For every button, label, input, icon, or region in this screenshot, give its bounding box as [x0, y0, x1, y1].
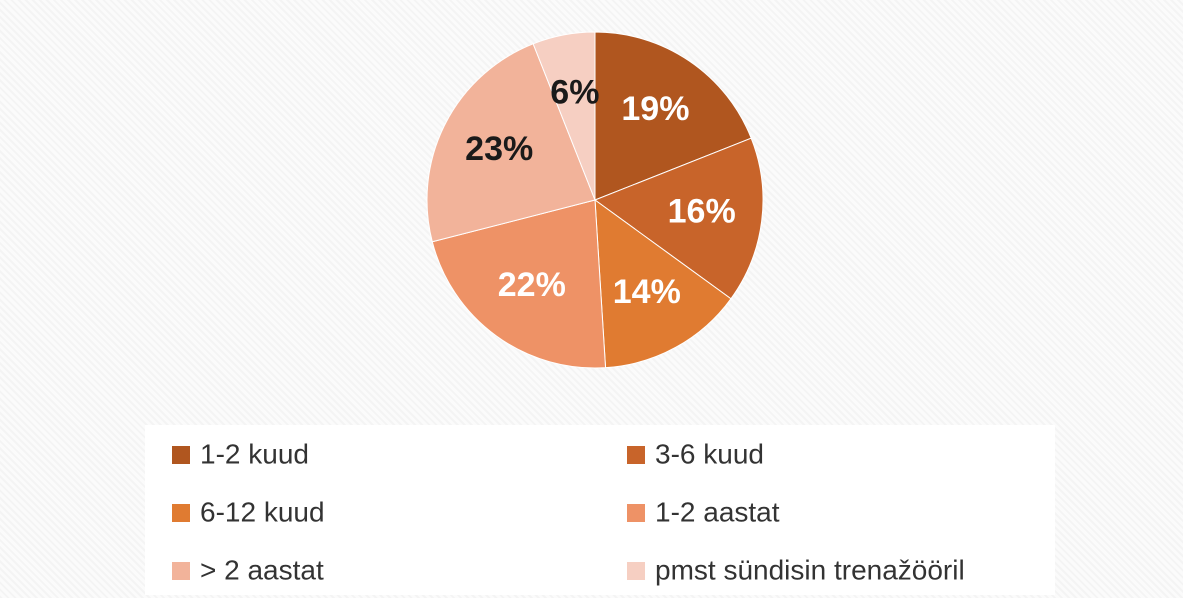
legend-swatch — [172, 562, 190, 580]
pie-slice — [594, 198, 732, 369]
legend-box — [145, 425, 1055, 595]
legend-swatch — [627, 504, 645, 522]
pie-slice — [532, 31, 596, 201]
legend-label: 6-12 kuud — [200, 496, 325, 527]
legend-swatch — [172, 504, 190, 522]
legend-label: pmst sündisin trenažööril — [655, 554, 965, 585]
legend-label: 1-2 aastat — [655, 496, 780, 527]
legend-label: 3-6 kuud — [655, 438, 764, 469]
pie-slice — [431, 199, 607, 369]
pie-slice — [593, 137, 764, 300]
data-label: 22% — [498, 266, 566, 304]
data-label: 14% — [613, 273, 681, 311]
data-label: 23% — [465, 130, 533, 168]
legend-swatch — [627, 562, 645, 580]
data-label: 16% — [668, 192, 736, 230]
pie-slice — [594, 31, 752, 201]
pie-slice — [426, 43, 596, 243]
legend-swatch — [627, 446, 645, 464]
legend-label: > 2 aastat — [200, 554, 324, 585]
data-label: 19% — [621, 90, 689, 128]
legend-label: 1-2 kuud — [200, 438, 309, 469]
legend-swatch — [172, 446, 190, 464]
data-label: 6% — [550, 73, 599, 111]
